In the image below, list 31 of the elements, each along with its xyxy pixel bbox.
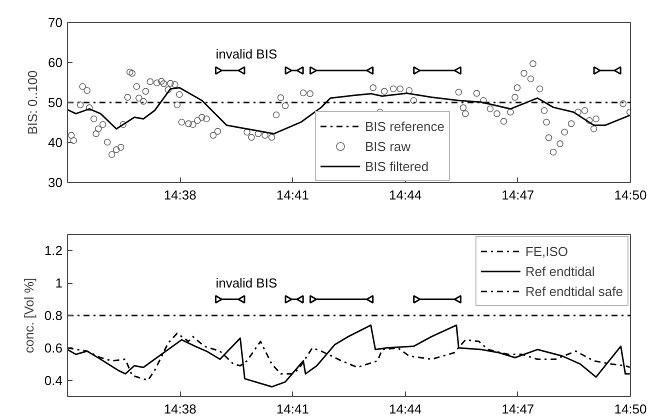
y-tick-label: 60 bbox=[48, 55, 63, 70]
y-tick-label: 0.6 bbox=[44, 340, 63, 356]
x-tick-label: 14:47 bbox=[502, 402, 534, 416]
x-tick-label: 14:38 bbox=[164, 188, 196, 202]
legend-label: FE,ISO bbox=[525, 244, 568, 258]
y-tick-label: 0.4 bbox=[44, 372, 63, 388]
annotation: invalid BIS bbox=[216, 275, 278, 290]
legend-label: Ref endtidal safe bbox=[525, 284, 623, 298]
y-axis-title: conc. [Vol %] bbox=[21, 278, 36, 354]
x-tick-label: 14:50 bbox=[614, 188, 647, 202]
x-tick-label: 14:47 bbox=[502, 188, 534, 202]
legend-label: BIS filtered bbox=[365, 158, 429, 174]
x-tick-label: 14:41 bbox=[276, 188, 309, 202]
line-series bbox=[68, 86, 630, 134]
x-tick-label: 14:44 bbox=[389, 402, 422, 416]
y-tick-label: 30 bbox=[48, 175, 63, 190]
y-tick-label: 1 bbox=[55, 276, 63, 291]
y-tick-label: 0.8 bbox=[44, 308, 63, 323]
legend-label: BIS reference bbox=[365, 118, 444, 134]
legend-label: BIS raw bbox=[365, 138, 411, 154]
y-tick-label: 70 bbox=[48, 15, 63, 30]
y-axis-title: BIS: 0..100 bbox=[25, 70, 40, 135]
x-tick-label: 14:38 bbox=[164, 402, 196, 416]
legend-label: Ref endtidal bbox=[525, 264, 595, 278]
y-tick-label: 50 bbox=[48, 95, 63, 110]
y-tick-label: 1.2 bbox=[44, 243, 63, 258]
x-tick-label: 14:44 bbox=[389, 188, 422, 202]
x-tick-label: 14:41 bbox=[276, 402, 309, 416]
x-tick-label: 14:50 bbox=[614, 402, 647, 416]
annotation: invalid BIS bbox=[216, 46, 278, 62]
y-tick-label: 40 bbox=[48, 135, 63, 150]
